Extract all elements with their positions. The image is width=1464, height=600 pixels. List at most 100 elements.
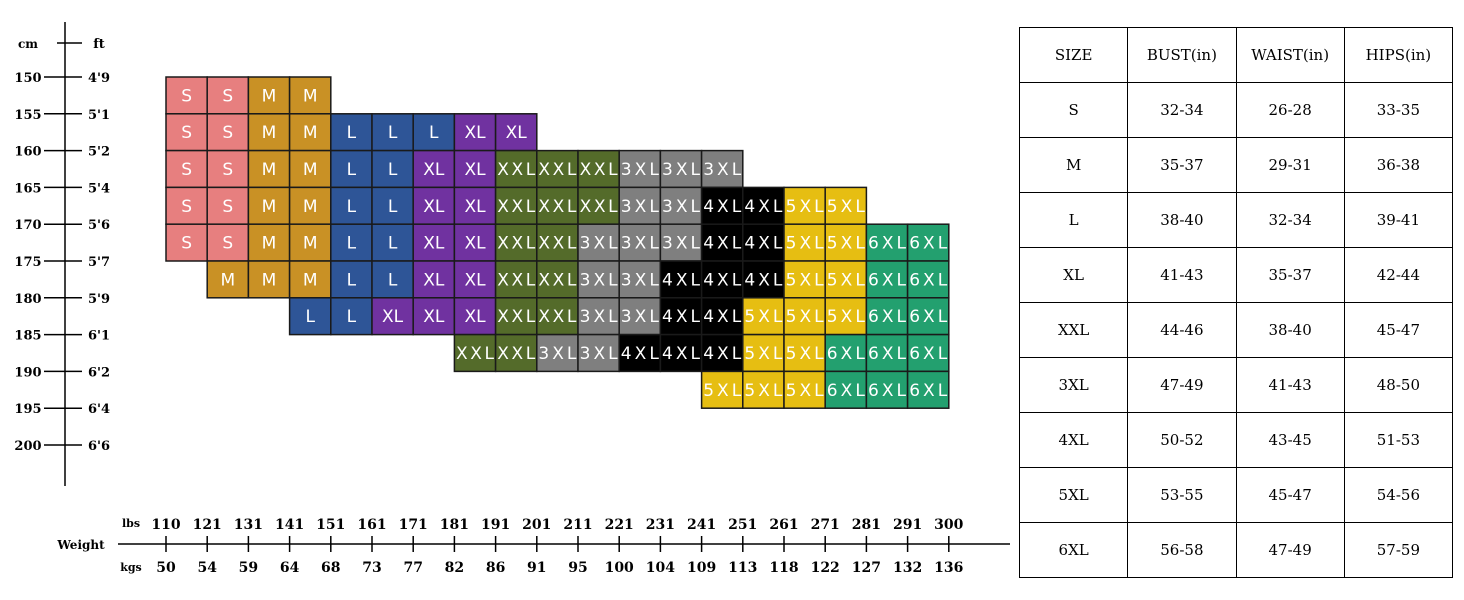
table-header-row: SIZE BUST(in) WAIST(in) HIPS(in) xyxy=(1018,27,1454,83)
size-cell-fill xyxy=(165,76,208,115)
size-cell-label: XXL xyxy=(497,197,536,217)
size-cell-label: XL xyxy=(423,307,445,327)
size-cell-label: L xyxy=(388,270,398,290)
size-cell-label: 5XL xyxy=(786,307,825,327)
size-cell: 5XL xyxy=(783,186,826,225)
size-cell-label: 5XL xyxy=(827,234,866,254)
weight-tick-kgs-label: 50 xyxy=(156,560,176,576)
size-cell-label: M xyxy=(262,160,277,180)
size-cell-label: 3XL xyxy=(621,307,660,327)
weight-tick-kgs-label: 73 xyxy=(362,560,381,576)
table-cell: 53-55 xyxy=(1127,467,1237,523)
size-cell: 5XL xyxy=(783,297,826,336)
table-row: 5XL 53-55 45-47 54-56 xyxy=(1018,467,1454,523)
weight-tick-lbs-label: 300 xyxy=(934,517,963,533)
size-cell-fill xyxy=(288,149,332,189)
table-cell: 47-49 xyxy=(1235,522,1345,578)
size-cell: 6XL xyxy=(865,333,909,373)
weight-ticks: 110 50 121 54 131 59 141 64 151 68 161 73 171 77 181 82… xyxy=(151,517,963,576)
size-cell-label: XXL xyxy=(580,197,619,217)
table-cell: 42-44 xyxy=(1343,247,1454,303)
table-row: XL 41-43 35-37 42-44 xyxy=(1018,247,1454,303)
size-cell-label: L xyxy=(388,123,398,143)
size-cell: 4XL xyxy=(700,297,744,336)
height-tick-ft-label: 5'7 xyxy=(88,255,110,270)
weight-tick-lbs-label: 261 xyxy=(769,517,798,533)
table-cell: 45-47 xyxy=(1343,302,1454,358)
size-cell-fill xyxy=(412,223,456,262)
size-cell: 4XL xyxy=(700,260,744,299)
size-cell-fill xyxy=(865,260,909,299)
height-tick-ft-label: 5'6 xyxy=(88,218,110,233)
size-cell: S xyxy=(165,76,208,115)
size-cell: S xyxy=(165,186,208,225)
size-cell-label: 3XL xyxy=(662,160,701,180)
size-cell-label: 4XL xyxy=(744,270,783,290)
size-cell-label: 3XL xyxy=(621,160,660,180)
size-cell: 3XL xyxy=(659,149,703,189)
table-cell: 4XL xyxy=(1018,412,1129,468)
size-cell-fill xyxy=(577,186,620,225)
size-cell-label: XXL xyxy=(538,197,577,217)
size-cell-label: 5XL xyxy=(827,270,866,290)
size-cell-fill xyxy=(783,297,826,336)
size-cell-label: M xyxy=(303,86,318,106)
size-cell: L xyxy=(371,260,414,299)
size-cell: M xyxy=(288,223,332,262)
size-cell: 5XL xyxy=(824,297,868,336)
size-cell: S xyxy=(206,76,250,115)
table-row: 6XL 56-58 47-49 57-59 xyxy=(1018,522,1454,578)
size-cell-label: XXL xyxy=(497,160,536,180)
size-cell-label: 5XL xyxy=(786,344,825,364)
size-cell-fill xyxy=(618,223,662,262)
weight-tick-kgs-label: 100 xyxy=(605,560,634,576)
size-cell-fill xyxy=(865,333,909,373)
size-cell-label: 6XL xyxy=(868,234,907,254)
size-cell-fill xyxy=(659,260,703,299)
height-tick-cm-label: 150 xyxy=(14,71,41,86)
size-cell-label: 3XL xyxy=(538,344,577,364)
size-cell-label: 3XL xyxy=(580,234,619,254)
size-cell-label: 5XL xyxy=(827,307,866,327)
size-cell-label: XL xyxy=(423,270,445,290)
size-cell: XXL xyxy=(536,149,579,189)
size-cell-fill xyxy=(659,297,703,336)
size-cell-fill xyxy=(412,297,456,336)
size-cell-label: XXL xyxy=(538,160,577,180)
size-cell: 3XL xyxy=(618,260,662,299)
weight-tick-kgs-label: 118 xyxy=(769,560,798,576)
height-tick-ft-label: 5'9 xyxy=(88,292,110,307)
size-cell: M xyxy=(288,260,332,299)
weight-tick-lbs-label: 201 xyxy=(522,517,551,533)
weight-tick-lbs-label: 291 xyxy=(893,517,922,533)
height-tick-cm-label: 195 xyxy=(14,402,41,417)
size-cell-label: 3XL xyxy=(703,160,742,180)
size-cell: L xyxy=(330,186,373,225)
size-cell-label: M xyxy=(303,270,318,290)
size-cell-label: XL xyxy=(464,307,486,327)
size-cell-label: XL xyxy=(423,234,445,254)
size-cell: 4XL xyxy=(700,186,744,225)
size-cell-label: L xyxy=(388,234,398,254)
size-cell: 4XL xyxy=(659,333,703,373)
size-cell: 6XL xyxy=(824,333,868,373)
size-cell-label: L xyxy=(347,270,357,290)
size-cell-label: 6XL xyxy=(909,307,948,327)
table-cell: 6XL xyxy=(1018,522,1129,578)
size-cell: L xyxy=(412,113,456,152)
size-cell: S xyxy=(206,223,250,262)
size-cell: XL xyxy=(453,223,497,262)
size-chart: cm ft 150 4'9 155 5'1 160 5'2 165 5'4 170 5'6 175 5… xyxy=(14,22,1010,576)
size-cell-label: 3XL xyxy=(621,270,660,290)
size-cell-fill xyxy=(865,297,909,336)
size-cell: 6XL xyxy=(906,370,950,409)
weight-tick-kgs-label: 104 xyxy=(646,560,675,576)
table-cell: 35-37 xyxy=(1235,247,1345,303)
size-cell: 3XL xyxy=(618,297,662,336)
height-tick-ft-label: 5'1 xyxy=(88,108,110,123)
size-cell-label: M xyxy=(262,86,277,106)
table-cell: 51-53 xyxy=(1343,412,1454,468)
size-cell-fill xyxy=(783,260,826,299)
size-cell-fill xyxy=(453,223,497,262)
weight-tick-kgs-label: 54 xyxy=(197,560,217,576)
